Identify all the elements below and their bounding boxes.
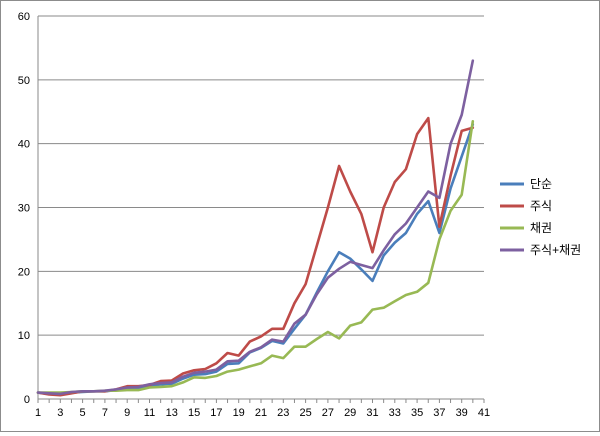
x-tick-label: 21: [255, 407, 267, 419]
legend-label: 단순: [530, 177, 552, 191]
y-axis-tick-labels: 0 10 20 30 40 50 60: [18, 11, 30, 406]
series-line-4: [36, 59, 475, 396]
series-line-2: [36, 116, 475, 397]
x-tick-label: 15: [188, 407, 200, 419]
x-tick-label: 39: [456, 407, 468, 419]
x-tick-label: 23: [277, 407, 289, 419]
x-tick-label: 35: [411, 407, 423, 419]
series-lines: [36, 59, 475, 397]
x-tick-label: 13: [166, 407, 178, 419]
legend-label: 주식+채권: [530, 243, 581, 257]
gridlines: [38, 15, 484, 336]
x-tick-label: 11: [144, 407, 155, 419]
y-tick-label: 30: [18, 203, 30, 215]
x-tick-label: 41: [478, 407, 490, 419]
x-tick-label: 3: [57, 407, 63, 419]
y-tick-label: 60: [18, 11, 30, 23]
x-tick-label: 29: [344, 407, 356, 419]
x-tick-label: 33: [389, 407, 401, 419]
x-tick-label: 37: [433, 407, 445, 419]
x-tick-label: 27: [322, 407, 334, 419]
y-tick-label: 10: [18, 330, 30, 342]
x-axis-tick-labels: 1 3 5 7 9 11 13 15 17 19 21 23 25 27 29 31 33 35 37 39 41: [35, 407, 490, 419]
x-tick-label: 31: [366, 407, 378, 419]
x-tick-label: 1: [35, 407, 41, 419]
y-tick-label: 50: [18, 75, 30, 87]
legend-label: 채권: [530, 221, 552, 235]
legend-label: 주식: [530, 199, 552, 213]
x-tick-label: 5: [80, 407, 86, 419]
axes: [37, 16, 485, 403]
x-tick-label: 25: [299, 407, 311, 419]
x-tick-label: 9: [124, 407, 130, 419]
x-tick-label: 17: [210, 407, 222, 419]
y-tick-label: 0: [24, 394, 30, 406]
x-tick-label: 7: [102, 407, 108, 419]
y-tick-label: 20: [18, 266, 30, 278]
x-tick-label: 19: [233, 407, 245, 419]
y-tick-label: 40: [18, 139, 30, 151]
